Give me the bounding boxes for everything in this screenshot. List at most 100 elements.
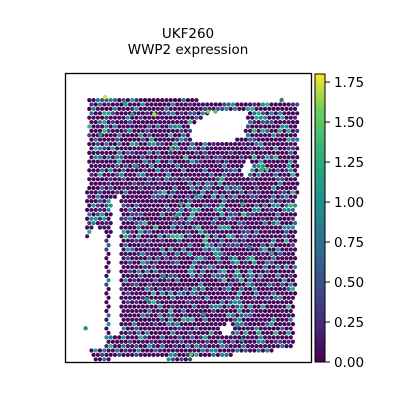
spot — [151, 159, 156, 164]
spot — [202, 344, 208, 349]
spot — [168, 150, 173, 155]
spot — [157, 199, 163, 204]
spot — [230, 269, 236, 274]
spot — [155, 150, 160, 155]
spot — [151, 317, 156, 322]
spot — [275, 212, 281, 217]
spot — [102, 163, 107, 169]
spot — [172, 352, 178, 358]
spot — [258, 194, 263, 199]
spot — [151, 238, 156, 243]
spot — [243, 234, 248, 239]
spot — [211, 291, 216, 296]
spot — [241, 185, 246, 191]
spot — [286, 137, 291, 142]
spot — [155, 308, 160, 314]
colorbar-tick-label: 0.50 — [334, 275, 364, 291]
spot — [271, 344, 276, 349]
spot — [117, 115, 122, 120]
spot — [97, 163, 103, 169]
spot — [247, 339, 253, 344]
spot — [119, 348, 124, 353]
spot — [155, 291, 160, 296]
spot — [136, 119, 141, 125]
spot — [104, 317, 109, 322]
spot — [292, 238, 298, 243]
spot — [162, 339, 167, 344]
spot — [250, 141, 255, 147]
spot — [102, 111, 107, 116]
spot — [265, 234, 270, 239]
spot — [217, 155, 223, 160]
spot — [269, 269, 274, 274]
spot — [132, 295, 137, 300]
spot — [282, 269, 287, 274]
spot — [224, 335, 229, 340]
spot — [91, 98, 96, 103]
spot — [187, 295, 193, 300]
spot — [151, 115, 156, 120]
spot — [108, 229, 113, 235]
spot — [160, 229, 165, 235]
spot — [273, 251, 278, 256]
spot — [237, 300, 242, 305]
spot — [194, 212, 199, 217]
spot — [160, 106, 165, 112]
spot — [245, 106, 251, 112]
spot — [89, 172, 94, 177]
spot — [250, 177, 255, 182]
spot — [100, 352, 105, 358]
spot — [177, 317, 182, 322]
spot — [102, 225, 107, 230]
spot — [196, 295, 201, 300]
spot — [183, 111, 188, 116]
spot — [209, 172, 214, 177]
spot — [93, 172, 98, 177]
spot — [211, 212, 216, 217]
spot — [235, 216, 240, 221]
spot — [250, 229, 255, 235]
spot — [258, 229, 263, 235]
spot — [181, 317, 186, 322]
spot — [172, 273, 178, 278]
spot — [232, 185, 238, 191]
spot — [91, 194, 96, 199]
spot — [220, 177, 225, 182]
spot — [243, 155, 248, 160]
spot — [110, 155, 115, 160]
spot — [160, 335, 165, 340]
spot — [205, 155, 210, 160]
spot — [237, 335, 242, 340]
spot — [132, 242, 137, 248]
spot — [292, 229, 298, 235]
spot — [175, 357, 180, 362]
spot — [252, 102, 257, 107]
spot — [245, 115, 251, 120]
spot — [160, 264, 165, 270]
spot — [134, 124, 139, 129]
highlighted-spot — [134, 164, 140, 169]
spot — [288, 212, 293, 217]
spot — [147, 177, 152, 182]
spot — [258, 159, 263, 164]
spot — [170, 278, 175, 283]
spot — [147, 98, 152, 103]
spot — [172, 282, 178, 287]
spot — [267, 159, 272, 164]
spot — [104, 282, 109, 287]
spot — [168, 115, 173, 120]
spot — [275, 247, 281, 252]
spot — [140, 286, 145, 292]
spot — [290, 207, 296, 213]
spot — [196, 339, 201, 344]
spot — [149, 304, 154, 309]
spot — [104, 185, 109, 191]
spot — [237, 282, 242, 287]
spot — [140, 260, 145, 265]
spot — [250, 221, 255, 226]
spot — [175, 119, 180, 125]
spot — [162, 251, 167, 256]
spot — [87, 115, 92, 120]
spot — [267, 264, 272, 270]
spot — [228, 300, 233, 305]
